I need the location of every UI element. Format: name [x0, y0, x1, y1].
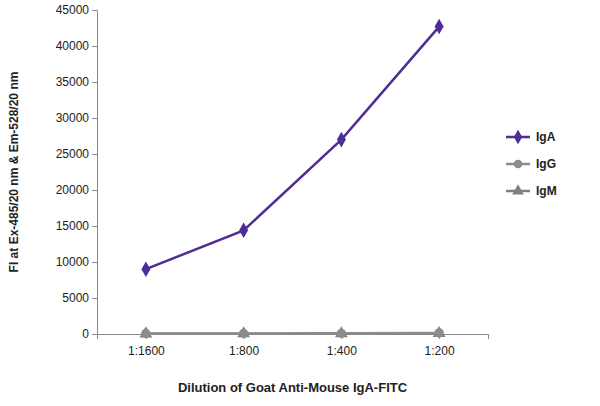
series-marker	[141, 261, 150, 277]
y-tick-label: 10000	[56, 255, 90, 269]
y-tick-mark	[92, 46, 97, 47]
y-tick: 15000	[56, 219, 97, 233]
series-marker	[335, 326, 348, 337]
y-tick: 0	[82, 327, 97, 341]
y-tick-label: 5000	[62, 291, 89, 305]
series-group	[140, 19, 446, 339]
x-tick-label: 1:800	[229, 344, 259, 358]
x-axis-title: Dilution of Goat Anti-Mouse IgA-FITC	[178, 380, 408, 395]
y-tick: 40000	[56, 39, 97, 53]
y-tick-mark	[92, 226, 97, 227]
x-tick-label: 1:400	[327, 344, 357, 358]
legend-entry: IgA	[506, 130, 556, 144]
x-axis-line	[98, 335, 489, 340]
legend-label: IgA	[536, 130, 556, 144]
series-marker	[337, 329, 346, 338]
y-tick-label: 35000	[56, 75, 90, 89]
legend: IgA IgG IgM	[506, 130, 557, 198]
x-tick: 1:200	[425, 334, 455, 358]
legend-entry: IgG	[506, 157, 556, 171]
series-line	[146, 332, 439, 335]
y-tick-label: 40000	[56, 39, 90, 53]
series-marker	[239, 223, 248, 239]
x-tick-label: 1:200	[425, 344, 455, 358]
legend-entry: IgM	[506, 184, 557, 198]
y-tick-label: 0	[82, 327, 89, 341]
legend-marker	[512, 184, 524, 194]
series-marker	[237, 326, 250, 337]
plot: 0 5000 10000 15000 20000 25000 30000 35000 40000…	[56, 3, 489, 358]
x-tick-label: 1:1600	[128, 344, 165, 358]
legend-label: IgM	[536, 184, 557, 198]
series-marker	[239, 329, 248, 338]
y-tick: 25000	[56, 147, 97, 161]
y-tick: 45000	[56, 3, 97, 17]
y-tick-mark	[92, 334, 97, 335]
y-tick-label: 45000	[56, 3, 90, 17]
y-tick-label: 30000	[56, 111, 90, 125]
series-line	[146, 27, 439, 270]
legend-marker	[514, 130, 522, 144]
series-marker	[140, 326, 153, 337]
y-tick: 5000	[62, 291, 97, 305]
series-marker	[141, 329, 150, 338]
y-tick-mark	[92, 118, 97, 119]
y-tick-mark	[92, 262, 97, 263]
y-tick-mark	[92, 298, 97, 299]
y-tick: 35000	[56, 75, 97, 89]
y-tick-mark	[92, 82, 97, 83]
y-axis: 0 5000 10000 15000 20000 25000 30000 35000 40000…	[56, 3, 98, 341]
y-tick-mark	[92, 10, 97, 11]
y-axis-title: FI at Ex-485/20 nm & Em-528/20 nm	[7, 72, 21, 273]
series-line	[146, 332, 439, 335]
series-marker	[337, 132, 346, 148]
y-tick: 30000	[56, 111, 97, 125]
y-tick-mark	[92, 154, 97, 155]
y-tick-label: 20000	[56, 183, 90, 197]
x-axis: 1:1600 1:800 1:400 1:200	[98, 334, 489, 358]
y-tick: 10000	[56, 255, 97, 269]
series-marker	[434, 328, 443, 337]
y-tick-label: 25000	[56, 147, 90, 161]
series-marker	[433, 326, 446, 337]
y-tick-mark	[92, 190, 97, 191]
y-axis-line	[92, 11, 98, 335]
legend-marker	[514, 160, 523, 169]
legend-label: IgG	[536, 157, 556, 171]
y-tick-label: 15000	[56, 219, 90, 233]
y-tick: 20000	[56, 183, 97, 197]
series-marker	[435, 19, 444, 35]
